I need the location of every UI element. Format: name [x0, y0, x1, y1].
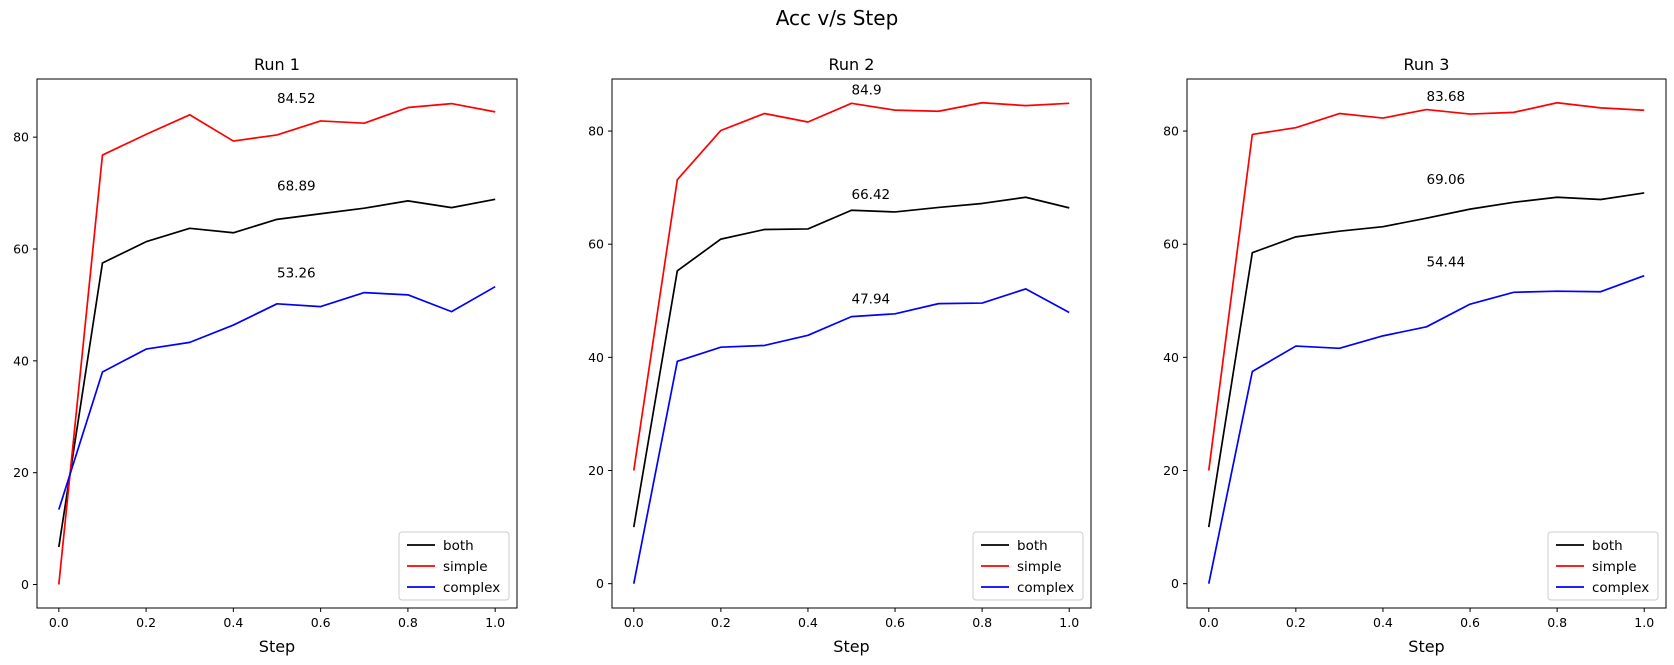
y-tick-label: 80	[1163, 124, 1179, 139]
x-tick-label: 1.0	[1059, 615, 1079, 630]
legend-label: simple	[1017, 559, 1062, 575]
subplot-title: Run 1	[254, 55, 300, 74]
legend-label: both	[443, 538, 474, 554]
y-tick-label: 0	[1171, 576, 1179, 591]
legend-label: both	[1592, 538, 1623, 554]
x-tick-label: 0.2	[711, 615, 731, 630]
series-line-both	[632, 196, 1070, 528]
data-label: 68.89	[277, 178, 316, 194]
y-tick-label: 60	[13, 241, 29, 256]
x-tick-label: 0.8	[972, 615, 992, 630]
series-line-both	[1207, 192, 1645, 528]
y-tick-label: 20	[13, 465, 29, 480]
figure-title: Acc v/s Step	[776, 6, 899, 30]
axes-frame	[611, 78, 1092, 609]
y-tick-label: 0	[596, 576, 604, 591]
x-tick-label: 0.4	[223, 615, 243, 630]
data-label: 83.68	[1427, 89, 1466, 105]
data-label: 66.42	[852, 187, 891, 203]
legend-box	[972, 531, 1084, 601]
x-tick-label: 0.2	[1286, 615, 1306, 630]
legend-label: complex	[1017, 580, 1074, 596]
data-label: 84.52	[277, 91, 316, 107]
y-tick-label: 40	[588, 350, 604, 365]
y-tick-label: 40	[13, 353, 29, 368]
data-label: 54.44	[1427, 255, 1466, 271]
y-tick-label: 60	[1163, 237, 1179, 252]
x-tick-label: 1.0	[1634, 615, 1654, 630]
legend-box	[398, 531, 510, 601]
series-line-both	[57, 198, 496, 548]
x-tick-label: 0.6	[311, 615, 331, 630]
legend-label: complex	[443, 580, 500, 596]
series-line-simple	[632, 101, 1070, 471]
y-tick-label: 80	[13, 130, 29, 145]
y-tick-label: 0	[21, 577, 29, 592]
y-tick-label: 60	[588, 237, 604, 252]
series-line-simple	[1207, 101, 1645, 471]
series-line-complex	[632, 288, 1070, 584]
series-line-simple	[57, 102, 496, 585]
legend-label: simple	[443, 559, 488, 575]
series-line-complex	[1207, 274, 1645, 584]
y-tick-label: 80	[588, 124, 604, 139]
x-tick-label: 0.0	[1199, 615, 1219, 630]
subplot-run-1: Run 1 84.52 68.89 53.26 0.0 0.2 0.4 0.6 0.8 1.0 0 2…	[13, 55, 518, 656]
data-label: 47.94	[852, 291, 891, 307]
legend-label: complex	[1592, 580, 1649, 596]
axes-frame	[1186, 78, 1667, 609]
x-tick-label: 0.2	[136, 615, 156, 630]
legend-label: both	[1017, 538, 1048, 554]
x-tick-label: 0.6	[1460, 615, 1480, 630]
data-label: 69.06	[1427, 172, 1466, 188]
data-label: 84.9	[852, 82, 882, 98]
x-axis-label: Step	[1408, 637, 1444, 656]
data-label: 53.26	[277, 266, 316, 282]
y-tick-label: 20	[588, 463, 604, 478]
x-tick-label: 0.0	[49, 615, 69, 630]
x-tick-label: 0.4	[798, 615, 818, 630]
x-tick-label: 0.6	[885, 615, 905, 630]
x-tick-label: 0.8	[398, 615, 418, 630]
subplot-run-3: Run 3 83.68 69.06 54.44 0.0 0.2 0.4 0.6 0.8 1.0 0 2…	[1163, 55, 1667, 656]
legend-box	[1547, 531, 1659, 601]
axes-frame	[36, 78, 518, 609]
subplot-title: Run 2	[829, 55, 875, 74]
x-tick-label: 0.4	[1373, 615, 1393, 630]
y-tick-label: 20	[1163, 463, 1179, 478]
x-tick-label: 1.0	[485, 615, 505, 630]
series-line-complex	[58, 285, 496, 510]
legend-label: simple	[1592, 559, 1637, 575]
x-tick-label: 0.8	[1547, 615, 1567, 630]
y-tick-label: 40	[1163, 350, 1179, 365]
x-axis-label: Step	[259, 637, 295, 656]
subplot-run-2: Run 2 84.9 66.42 47.94 0.0 0.2 0.4 0.6 0.8 1.0 0 20…	[588, 55, 1092, 656]
x-axis-label: Step	[833, 637, 869, 656]
x-tick-label: 0.0	[624, 615, 644, 630]
subplot-title: Run 3	[1404, 55, 1450, 74]
